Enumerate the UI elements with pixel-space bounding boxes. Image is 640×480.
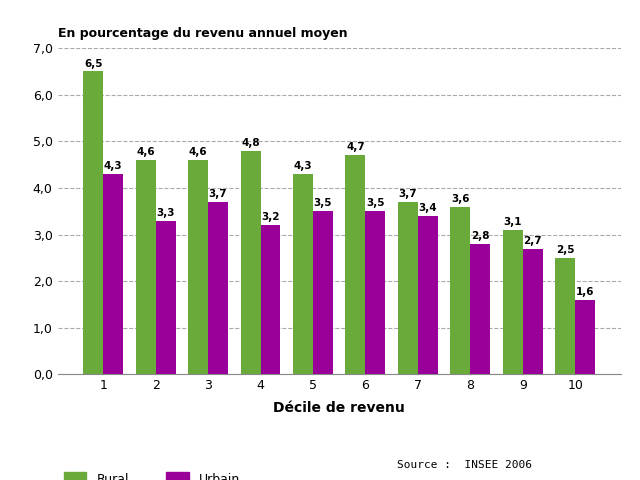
Text: 4,3: 4,3 — [294, 161, 312, 171]
Bar — [451, 206, 470, 374]
Bar — [575, 300, 595, 374]
Text: 2,7: 2,7 — [524, 236, 542, 246]
Text: 4,7: 4,7 — [346, 143, 365, 153]
Bar — [346, 155, 365, 374]
Bar — [83, 72, 103, 374]
Text: 2,5: 2,5 — [556, 245, 575, 255]
Text: 1,6: 1,6 — [576, 287, 595, 297]
Bar — [103, 174, 123, 374]
Bar — [241, 151, 260, 374]
Bar — [365, 211, 385, 374]
Bar — [156, 220, 175, 374]
Text: Source :  INSEE 2006: Source : INSEE 2006 — [397, 460, 532, 470]
Text: 4,6: 4,6 — [136, 147, 155, 157]
Bar — [293, 174, 313, 374]
Text: 4,6: 4,6 — [189, 147, 207, 157]
Text: 3,7: 3,7 — [209, 189, 227, 199]
Bar — [470, 244, 490, 374]
Text: 3,7: 3,7 — [399, 189, 417, 199]
Text: 3,6: 3,6 — [451, 194, 470, 204]
Bar — [188, 160, 208, 374]
Text: 3,4: 3,4 — [419, 203, 437, 213]
Bar — [208, 202, 228, 374]
Bar — [503, 230, 523, 374]
Bar — [398, 202, 418, 374]
Bar — [418, 216, 438, 374]
Legend: Rural, Urbain: Rural, Urbain — [64, 472, 240, 480]
Bar — [313, 211, 333, 374]
Text: 6,5: 6,5 — [84, 59, 102, 69]
Text: En pourcentage du revenu annuel moyen: En pourcentage du revenu annuel moyen — [58, 27, 348, 40]
Text: 2,8: 2,8 — [471, 231, 490, 241]
Bar — [556, 258, 575, 374]
Text: 3,2: 3,2 — [261, 212, 280, 222]
Text: 3,5: 3,5 — [314, 198, 332, 208]
Bar — [136, 160, 156, 374]
Text: 3,1: 3,1 — [504, 217, 522, 227]
Bar — [523, 249, 543, 374]
Text: 3,3: 3,3 — [156, 208, 175, 218]
Bar — [260, 225, 280, 374]
X-axis label: Décile de revenu: Décile de revenu — [273, 401, 405, 415]
Text: 3,5: 3,5 — [366, 198, 385, 208]
Text: 4,8: 4,8 — [241, 138, 260, 148]
Text: 4,3: 4,3 — [104, 161, 122, 171]
